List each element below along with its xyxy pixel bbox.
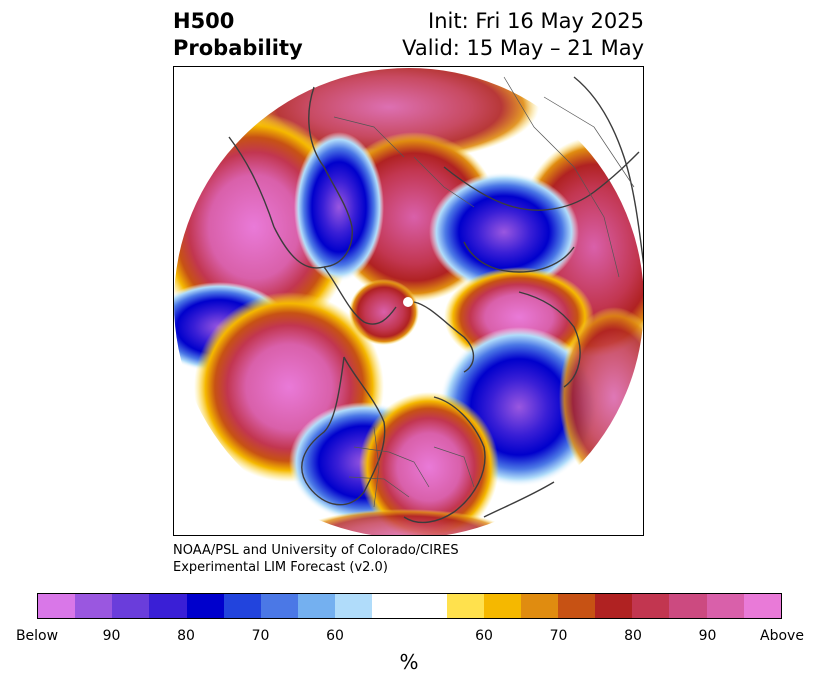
colorbar-segment <box>595 594 633 618</box>
colorbar-segment <box>557 594 596 618</box>
title-line-1: H500 <box>173 9 235 33</box>
colorbar-segment <box>335 594 373 618</box>
colorbar-segment <box>409 594 447 618</box>
colorbar-segment <box>38 594 76 618</box>
colorbar-segment <box>446 594 484 618</box>
map-title: H500 Probability <box>173 8 303 62</box>
colorbar-tick-label: 60 <box>326 628 344 644</box>
colorbar-segment <box>669 594 707 618</box>
colorbar-tick-label: 70 <box>549 628 568 644</box>
source-credit: NOAA/PSL and University of Colorado/CIRE… <box>173 542 459 576</box>
colorbar-unit: % <box>399 650 419 674</box>
colorbar-tick-label: 60 <box>475 628 493 644</box>
colorbar-tick-label: 70 <box>251 628 270 644</box>
credit-line-1: NOAA/PSL and University of Colorado/CIRE… <box>173 543 459 558</box>
map-panel <box>173 66 644 536</box>
colorbar-segment <box>483 594 521 618</box>
colorbar-segment <box>297 594 336 618</box>
colorbar-segment <box>223 594 261 618</box>
colorbar-segment <box>632 594 670 618</box>
colorbar-segment <box>75 594 113 618</box>
colorbar <box>37 593 782 619</box>
coastlines <box>228 76 643 524</box>
north-pole-marker <box>403 297 413 307</box>
polar-map <box>174 68 643 535</box>
credit-line-2: Experimental LIM Forecast (v2.0) <box>173 560 388 575</box>
colorbar-segment <box>149 594 187 618</box>
colorbar-segment <box>112 594 150 618</box>
colorbar-tick-label: 90 <box>102 628 121 644</box>
colorbar-segment <box>260 594 298 618</box>
colorbar-segment <box>186 594 224 618</box>
probability-field <box>174 68 643 535</box>
colorbar-tick-label: 90 <box>698 628 717 644</box>
valid-range: Valid: 15 May – 21 May <box>402 36 644 60</box>
colorbar-tick-label: 80 <box>624 628 642 644</box>
colorbar-segment <box>743 594 781 618</box>
colorbar-segment <box>706 594 744 618</box>
title-line-2: Probability <box>173 36 303 60</box>
borders <box>333 76 635 508</box>
colorbar-tick-label: Above <box>760 628 804 644</box>
colorbar-tick-label: Below <box>15 628 59 644</box>
colorbar-segment <box>520 594 558 618</box>
forecast-dates: Init: Fri 16 May 2025 Valid: 15 May – 21… <box>402 8 644 62</box>
colorbar-tick-label: 80 <box>177 628 195 644</box>
colorbar-segment <box>372 594 410 618</box>
init-date: Init: Fri 16 May 2025 <box>428 9 644 33</box>
